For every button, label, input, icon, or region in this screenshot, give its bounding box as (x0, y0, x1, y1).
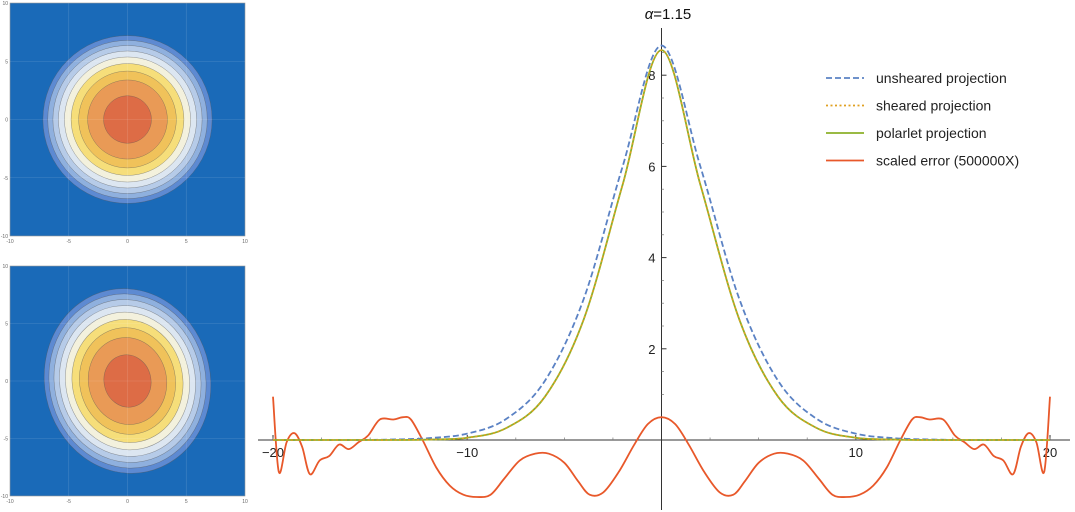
contour-panel-sheared: -10 -5 0 5 10 10 5 0 -5 -10 (1, 264, 248, 505)
contour-x-tick-label: 10 (242, 239, 248, 245)
contour-y-tick-label: 0 (5, 379, 8, 385)
contour-x-tick-label: -5 (67, 499, 72, 505)
chart-series (272, 44, 1051, 498)
contour-x-tick-label: -5 (67, 239, 72, 245)
contour-y-tick-label: 5 (5, 322, 8, 328)
x-tick-label: −20 (262, 445, 284, 460)
contour-x-tick-label: 5 (185, 499, 188, 505)
series-sheared-projection (273, 49, 1050, 441)
contour-x-tick-label: -10 (6, 239, 13, 245)
contour-y-tick-label: -10 (1, 494, 8, 500)
chart-title-symbol: α (645, 6, 654, 23)
contour-ticks: -10 -5 0 5 10 10 5 0 -5 -10 (1, 1, 248, 245)
series-unsheared-projection (272, 44, 1051, 441)
contour-gridlines (10, 266, 245, 496)
contour-ticks: -10 -5 0 5 10 10 5 0 -5 -10 (1, 264, 248, 505)
legend-label: unsheared projection (876, 70, 1007, 86)
contour-x-tick-label: 10 (242, 499, 248, 505)
contour-levels (43, 288, 212, 474)
contour-band-9 (103, 95, 152, 144)
contour-y-tick-label: 10 (2, 264, 8, 270)
chart-title-value: =1.15 (653, 6, 691, 23)
contour-x-tick-label: 0 (126, 499, 129, 505)
legend-label: scaled error (500000X) (876, 153, 1019, 169)
contour-y-tick-label: -5 (4, 437, 9, 443)
contour-panel-unsheared: -10 -5 0 5 10 10 5 0 -5 -10 (1, 1, 248, 245)
contour-y-tick-label: -5 (4, 176, 9, 182)
contour-y-tick-label: -10 (1, 234, 8, 240)
contour-y-tick-label: 10 (2, 1, 8, 7)
contour-y-tick-label: 5 (5, 59, 8, 65)
contour-y-tick-label: 0 (5, 118, 8, 124)
chart-title: α=1.15 (645, 6, 692, 23)
legend-label: polarlet projection (876, 125, 987, 141)
contour-x-tick-label: 0 (126, 239, 129, 245)
contour-x-tick-label: 5 (185, 239, 188, 245)
y-tick-label: 6 (648, 159, 655, 174)
x-tick-label: 20 (1043, 445, 1057, 460)
x-tick-label: −10 (456, 445, 478, 460)
chart-legend: unsheared projection sheared projection po… (826, 70, 1019, 169)
x-tick-label: 10 (849, 445, 863, 460)
contour-x-tick-label: -10 (6, 499, 13, 505)
contour-gridlines (10, 3, 245, 236)
series-scaled-error (272, 396, 1051, 498)
y-tick-label: 4 (648, 251, 655, 266)
contour-levels (42, 35, 213, 204)
y-tick-label: 8 (648, 68, 655, 83)
line-chart: α=1.15 −20 −10 10 20 2 4 6 8 unsheared projecti… (258, 6, 1070, 510)
y-tick-label: 2 (648, 342, 655, 357)
contour-band-9 (103, 354, 152, 408)
legend-label: sheared projection (876, 98, 991, 114)
